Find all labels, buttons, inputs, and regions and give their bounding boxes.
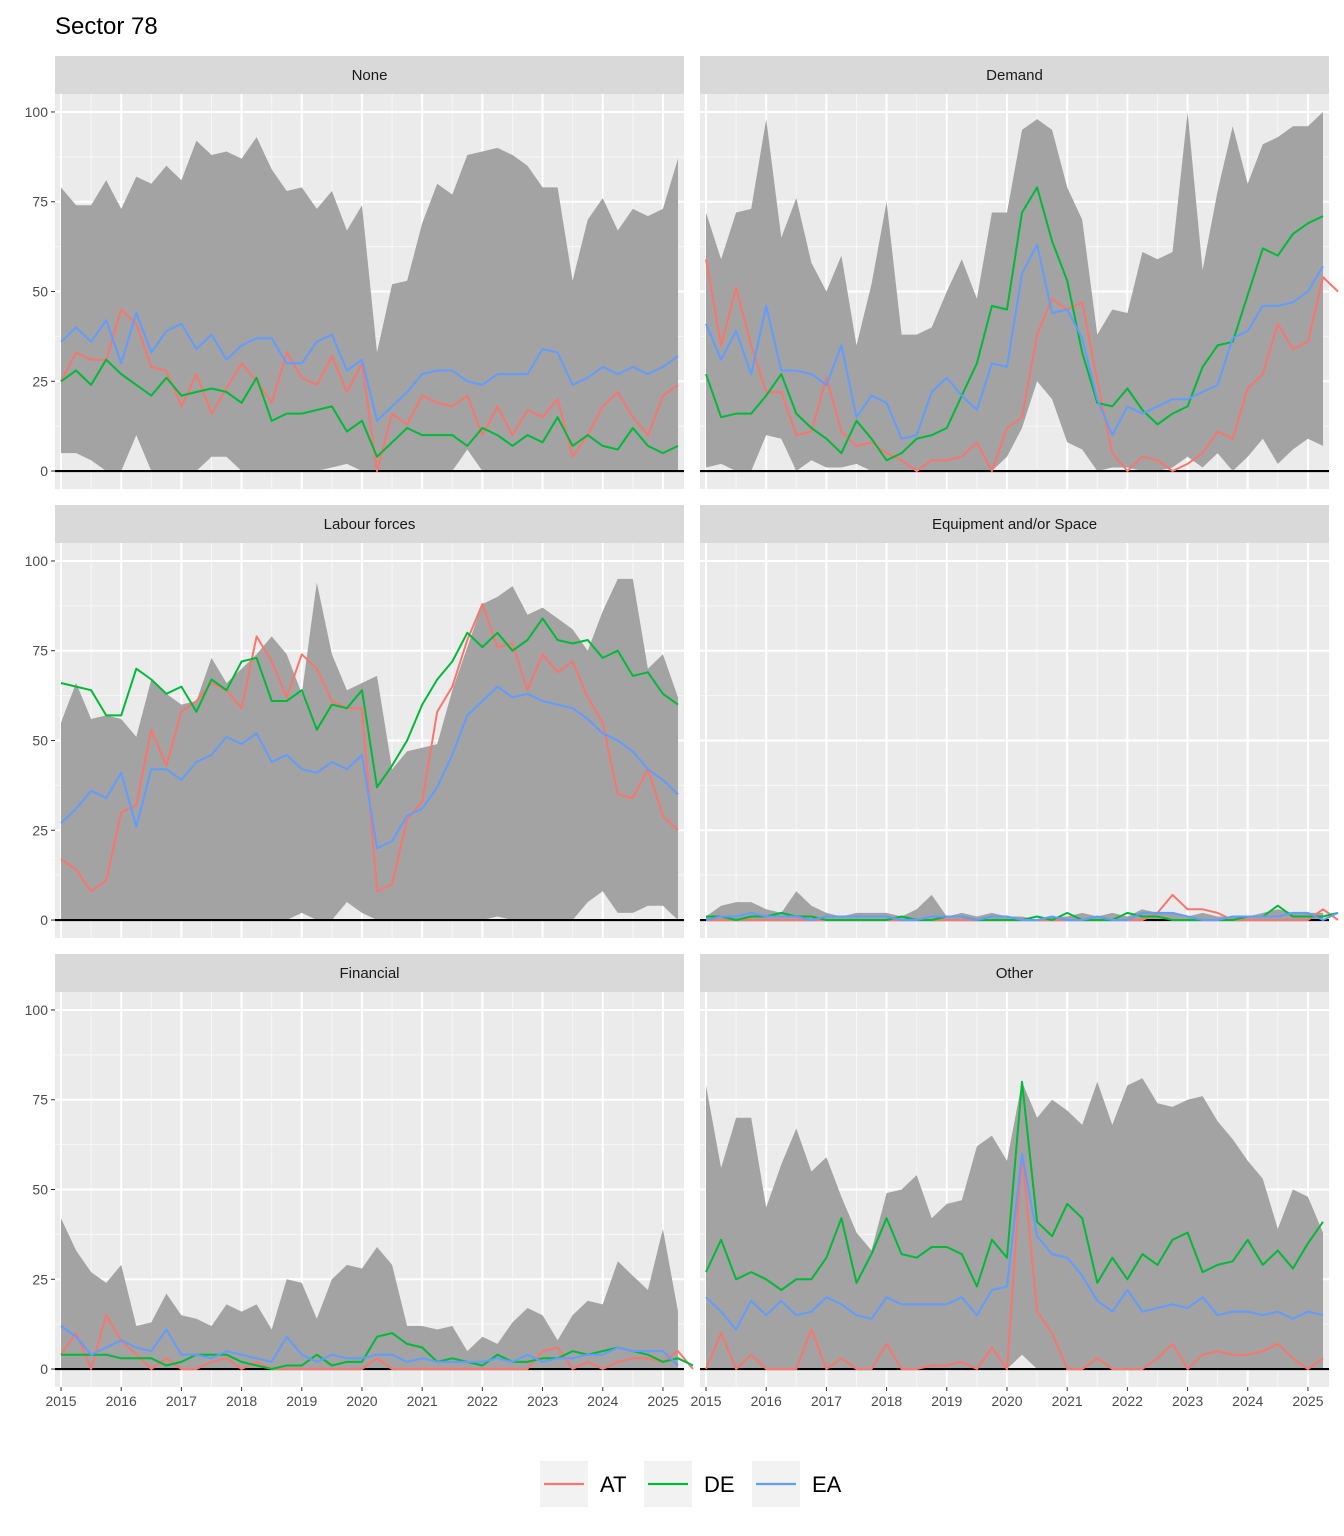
x-tick-label: 2018: [226, 1393, 257, 1409]
series-line-ea: [60, 685, 679, 850]
panel-strip: [55, 56, 684, 94]
series-line-ea: [705, 1152, 1324, 1331]
panel-strip: [55, 505, 684, 543]
legend-item-ea: EA: [752, 1461, 842, 1507]
facet-panels: None 0 25 50 75 100 Demand Labour forces 0 25 50 75…: [25, 56, 1339, 1409]
y-tick-label: 100: [25, 1002, 49, 1018]
x-tick-label: 2022: [467, 1393, 498, 1409]
range-band: [61, 578, 678, 920]
y-tick-label: 50: [32, 733, 48, 749]
y-tick-label: 50: [32, 1182, 48, 1198]
panel-strip-label: Labour forces: [324, 516, 416, 533]
y-tick-label: 25: [32, 1271, 48, 1287]
range-band: [706, 112, 1323, 471]
y-tick-label: 25: [32, 373, 48, 389]
legend-label: DE: [704, 1472, 735, 1497]
x-tick-label: 2024: [1232, 1393, 1263, 1409]
y-tick-label: 100: [25, 553, 49, 569]
series-line-de: [705, 1080, 1324, 1291]
panel-strip: [700, 954, 1329, 992]
y-tick-label: 100: [25, 104, 49, 120]
y-tick-label: 75: [32, 194, 48, 210]
legend-label: EA: [812, 1472, 842, 1497]
legend-item-de: DE: [644, 1461, 735, 1507]
panel: Labour forces 0 25 50 75 100: [25, 505, 684, 938]
panel: None 0 25 50 75 100: [25, 56, 684, 489]
y-tick-label: 0: [40, 463, 48, 479]
x-tick-label: 2021: [407, 1393, 438, 1409]
range-band: [61, 1218, 678, 1369]
y-tick-label: 0: [40, 1361, 48, 1377]
series-line-ea: [60, 312, 679, 422]
panel-strip-label: None: [352, 67, 388, 84]
x-tick-label: 2020: [991, 1393, 1022, 1409]
series-line-de: [60, 358, 679, 458]
panel-strip: [55, 954, 684, 992]
series-line-de: [705, 186, 1324, 462]
x-tick-label: 2023: [1172, 1393, 1203, 1409]
x-tick-label: 2025: [1292, 1393, 1323, 1409]
panel-strip-label: Other: [996, 965, 1034, 982]
series-line-at: [60, 1314, 694, 1370]
y-tick-label: 75: [32, 643, 48, 659]
range-band: [61, 137, 678, 471]
series-line-at: [705, 259, 1339, 472]
chart-title: Sector 78: [55, 13, 158, 40]
y-tick-label: 50: [32, 284, 48, 300]
y-tick-label: 0: [40, 912, 48, 928]
series-line-ea: [705, 911, 1339, 921]
legend: AT DE EA: [540, 1461, 842, 1507]
x-tick-label: 2018: [871, 1393, 902, 1409]
series-line-at: [705, 1152, 1324, 1370]
panel: Equipment and/or Space: [700, 505, 1339, 938]
x-tick-label: 2015: [690, 1393, 721, 1409]
x-tick-label: 2016: [751, 1393, 782, 1409]
y-tick-label: 75: [32, 1092, 48, 1108]
x-tick-label: 2015: [45, 1393, 76, 1409]
panel: Financial 0 25 50 75 100 2015 2016 2017 2018 2019 2…: [25, 954, 694, 1409]
panel: Other 2015 2016 2017 2018 2019 2020 2021 2022 202…: [690, 954, 1329, 1409]
series-line-de: [60, 617, 679, 789]
x-tick-label: 2016: [106, 1393, 137, 1409]
series-line-ea: [60, 1325, 679, 1367]
y-tick-label: 25: [32, 822, 48, 838]
panel-strip-label: Demand: [986, 67, 1043, 84]
x-tick-label: 2020: [346, 1393, 377, 1409]
x-tick-label: 2024: [587, 1393, 618, 1409]
panel-strip: [700, 56, 1329, 94]
series-line-ea: [705, 243, 1324, 440]
series-line-at: [60, 308, 679, 472]
legend-item-at: AT: [540, 1461, 626, 1507]
x-tick-label: 2021: [1052, 1393, 1083, 1409]
x-tick-label: 2022: [1112, 1393, 1143, 1409]
x-tick-label: 2019: [931, 1393, 962, 1409]
x-tick-label: 2019: [286, 1393, 317, 1409]
panel-strip-label: Financial: [339, 965, 399, 982]
panel-strip-label: Equipment and/or Space: [932, 516, 1097, 533]
x-tick-label: 2023: [527, 1393, 558, 1409]
legend-label: AT: [600, 1472, 626, 1497]
x-tick-label: 2025: [647, 1393, 678, 1409]
panel: Demand: [700, 56, 1339, 489]
panel-strip: [700, 505, 1329, 543]
x-tick-label: 2017: [166, 1393, 197, 1409]
x-tick-label: 2017: [811, 1393, 842, 1409]
